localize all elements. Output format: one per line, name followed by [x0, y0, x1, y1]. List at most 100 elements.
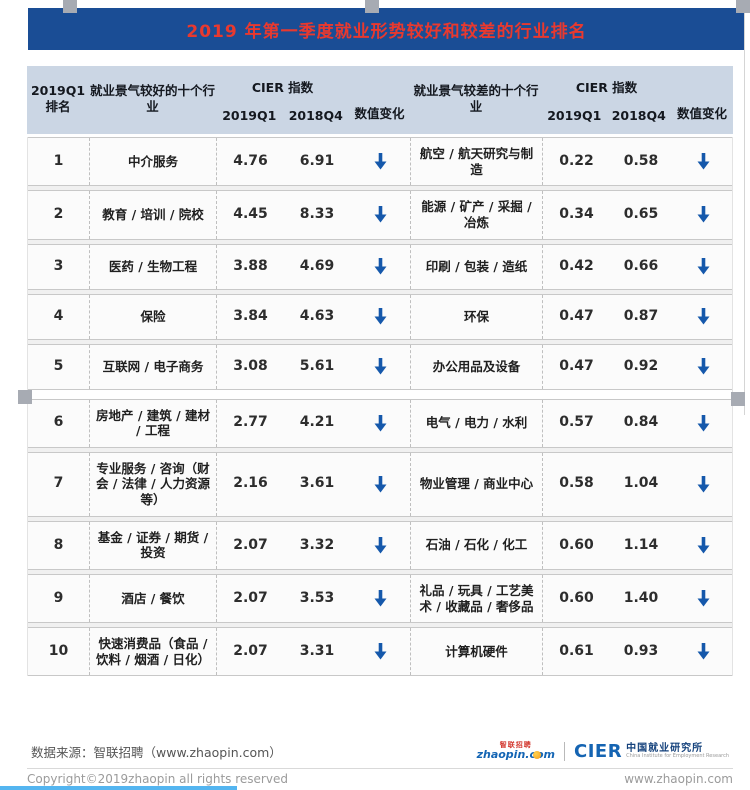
down-arrow-icon [374, 308, 386, 325]
zhaopin-logo-text: zhaopin.com [476, 748, 556, 761]
rank-cell: 2 [28, 191, 90, 239]
bad-change-cell [672, 453, 734, 516]
header-cier-group-bad: CIER 指数 2019Q1 2018Q4 [542, 75, 671, 123]
bad-change-cell [672, 245, 734, 289]
table-row: 4 保险 3.84 4.63 环保 0.47 0.87 [28, 293, 734, 340]
good-change-cell [350, 244, 411, 289]
good-change-cell [350, 452, 411, 516]
bad-industry-cell: 印刷 / 包装 / 造纸 [411, 244, 543, 289]
good-change-cell [350, 138, 411, 186]
down-arrow-icon [374, 258, 386, 275]
table-row: 7 专业服务 / 咨询（财会 / 法律 / 人力资源等） 2.16 3.61 物… [28, 451, 734, 517]
bad-2019q1-cell: 0.60 [559, 589, 594, 606]
bad-2018q4-cell: 0.65 [623, 206, 659, 223]
bad-change-cell [672, 575, 734, 622]
table-row: 6 房地产 / 建筑 / 建材 / 工程 2.77 4.21 电气 / 电力 /… [28, 398, 732, 448]
page-title: 2019 年第一季度就业形势较好和较差的行业排名 [186, 21, 587, 42]
good-industry-cell: 中介服务 [90, 138, 217, 186]
down-arrow-icon [374, 153, 386, 170]
rank-cell: 3 [28, 244, 90, 289]
bad-2019q1-cell: 0.61 [559, 643, 594, 659]
bad-2019q1-cell: 0.34 [559, 206, 594, 223]
good-industry-cell: 房地产 / 建筑 / 建材 / 工程 [90, 399, 217, 447]
table-row: 9 酒店 / 餐饮 2.07 3.53 礼品 / 玩具 / 工艺美术 / 收藏品… [28, 573, 734, 624]
selection-handle-middle-right[interactable] [731, 392, 745, 406]
bad-change-cell [672, 345, 734, 389]
good-industry-cell: 医药 / 生物工程 [90, 244, 217, 289]
table-header: 2019Q1 排名 就业景气较好的十个行业 CIER 指数 2019Q1 201… [27, 66, 733, 134]
bad-2018q4-cell: 1.04 [623, 475, 659, 492]
table-row: 2 教育 / 培训 / 院校 4.45 8.33 能源 / 矿产 / 采掘 / … [28, 190, 734, 240]
header-2019q1: 2019Q1 [222, 108, 277, 123]
header-2018q4: 2018Q4 [288, 108, 343, 123]
good-2018q4-cell: 4.63 [299, 307, 335, 324]
row-gap [28, 516, 732, 521]
bad-2018q4-cell: 0.66 [623, 257, 659, 274]
row-gap [28, 289, 732, 294]
table-body: 1 中介服务 4.76 6.91 航空 / 航天研究与制造 0.22 0.58 … [27, 137, 734, 677]
bad-change-cell [672, 138, 734, 185]
bad-change-cell [672, 191, 734, 238]
bad-change-cell [672, 522, 734, 569]
header-change-bad: 数值变化 [676, 105, 727, 121]
row-gap [28, 186, 732, 191]
bad-2019q1-cell: 0.47 [559, 357, 594, 374]
good-2019q1-cell: 2.16 [233, 475, 268, 492]
selection-handle-top-middle[interactable] [365, 0, 379, 13]
selection-handle-middle-left[interactable] [18, 390, 32, 404]
bad-change-cell [672, 628, 734, 675]
bad-industry-cell: 环保 [411, 294, 543, 339]
source-row: 数据来源：智联招聘（www.zhaopin.com） 智联招聘 zhaopin.… [27, 740, 733, 769]
zhaopin-logo: 智联招聘 zhaopin.com [476, 741, 556, 761]
good-change-cell [350, 521, 411, 569]
row-gap [28, 447, 732, 452]
header-2019q1: 2019Q1 [547, 108, 602, 123]
selection-handle-top-left[interactable] [63, 0, 77, 13]
report-title-banner: 2019 年第一季度就业形势较好和较差的行业排名 [28, 8, 745, 50]
row-gap [28, 239, 732, 244]
good-2018q4-cell: 3.61 [299, 475, 335, 492]
down-arrow-icon [697, 536, 709, 554]
cier-logo-cn: 中国就业研究所 [626, 742, 704, 754]
good-2018q4-cell: 5.61 [299, 357, 335, 374]
good-change-cell [350, 628, 411, 676]
bad-change-cell [672, 295, 734, 339]
good-2018q4-cell: 3.32 [299, 536, 335, 553]
zhaopin-logo-cn: 智联招聘 [499, 741, 532, 749]
row-gap [28, 389, 732, 399]
table-row: 1 中介服务 4.76 6.91 航空 / 航天研究与制造 0.22 0.58 [28, 137, 734, 187]
logo-divider [564, 741, 566, 761]
good-industry-cell: 基金 / 证券 / 期货 / 投资 [90, 521, 217, 569]
rank-cell: 6 [28, 399, 90, 447]
down-arrow-icon [374, 358, 386, 375]
bad-2018q4-cell: 0.87 [623, 307, 659, 324]
cier-logo-text: CIER [574, 740, 623, 762]
down-arrow-icon [697, 414, 709, 432]
good-2018q4-cell: 4.21 [299, 414, 335, 431]
bad-industry-cell: 计算机硬件 [411, 628, 543, 676]
good-industry-cell: 保险 [90, 294, 217, 339]
down-arrow-icon [374, 536, 386, 554]
good-2018q4-cell: 8.33 [299, 206, 335, 223]
bottom-accent-line [0, 786, 237, 790]
good-2019q1-cell: 2.77 [233, 414, 268, 431]
selection-handle-top-right[interactable] [736, 0, 750, 13]
table-row: 8 基金 / 证券 / 期货 / 投资 2.07 3.32 石油 / 石化 / … [28, 520, 734, 570]
rank-cell: 7 [28, 452, 90, 516]
header-good-industry: 就业景气较好的十个行业 [89, 82, 215, 114]
bad-2018q4-cell: 1.14 [623, 536, 659, 553]
copyright-row: Copyright©2019zhaopin all rights reserve… [27, 772, 733, 786]
bad-industry-cell: 航空 / 航天研究与制造 [411, 138, 543, 186]
footer-logos: 智联招聘 zhaopin.com CIER 中国就业研究所 China Inst… [477, 741, 729, 762]
good-2018q4-cell: 4.69 [299, 257, 335, 274]
header-bad-industry: 就业景气较差的十个行业 [413, 82, 539, 114]
zhaopin-orange-dot-icon [533, 751, 542, 759]
good-2019q1-cell: 2.07 [233, 643, 268, 659]
good-change-cell [350, 399, 411, 447]
rank-cell: 10 [28, 628, 90, 676]
good-2019q1-cell: 3.88 [233, 257, 268, 274]
good-change-cell [350, 191, 411, 239]
website-link[interactable]: www.zhaopin.com [624, 772, 733, 786]
down-arrow-icon [697, 258, 709, 275]
